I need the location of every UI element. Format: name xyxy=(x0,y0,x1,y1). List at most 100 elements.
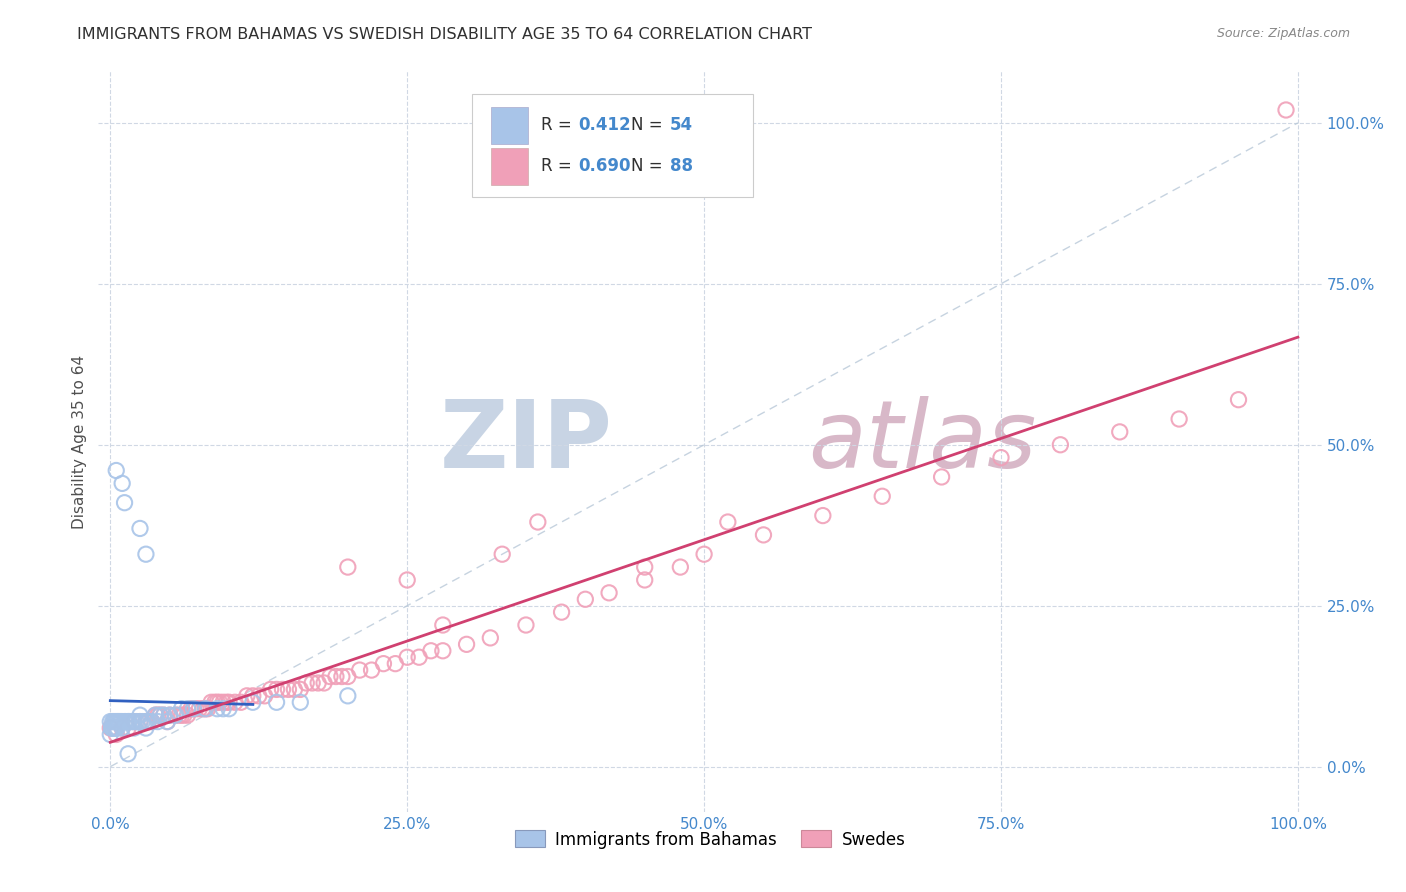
Point xyxy=(271,682,294,697)
Point xyxy=(1227,392,1250,407)
Point xyxy=(290,695,312,709)
Point xyxy=(98,727,121,741)
Point xyxy=(312,676,335,690)
Point xyxy=(135,714,157,729)
Point xyxy=(188,702,211,716)
Point xyxy=(100,721,122,735)
Point xyxy=(1108,425,1130,439)
Point xyxy=(307,676,329,690)
Point xyxy=(197,702,219,716)
Point xyxy=(122,714,145,729)
Text: R =: R = xyxy=(541,157,578,175)
Point xyxy=(236,689,259,703)
Point xyxy=(229,695,252,709)
Point xyxy=(247,689,270,703)
Point xyxy=(301,676,323,690)
Point xyxy=(242,689,264,703)
Point xyxy=(870,489,893,503)
Point xyxy=(384,657,406,671)
Point xyxy=(752,528,775,542)
Point xyxy=(141,714,163,729)
Point xyxy=(194,702,217,716)
Point xyxy=(104,721,127,735)
Text: N =: N = xyxy=(630,157,668,175)
Point xyxy=(432,644,454,658)
Text: R =: R = xyxy=(541,117,578,135)
Point xyxy=(111,714,134,729)
Point xyxy=(159,708,181,723)
Point xyxy=(98,721,121,735)
Point xyxy=(218,695,240,709)
Point xyxy=(101,721,124,735)
Point xyxy=(122,714,145,729)
Point xyxy=(479,631,502,645)
FancyBboxPatch shape xyxy=(491,147,527,185)
FancyBboxPatch shape xyxy=(471,94,752,197)
Point xyxy=(574,592,596,607)
Point xyxy=(149,708,172,723)
Point xyxy=(135,714,157,729)
Point xyxy=(634,573,657,587)
Point xyxy=(107,721,129,735)
Point xyxy=(717,515,740,529)
Point xyxy=(360,663,382,677)
Point xyxy=(146,714,169,729)
Point xyxy=(208,695,231,709)
Point xyxy=(1168,412,1191,426)
Point xyxy=(215,695,238,709)
Point xyxy=(170,702,193,716)
Y-axis label: Disability Age 35 to 64: Disability Age 35 to 64 xyxy=(72,354,87,529)
Point xyxy=(103,721,125,735)
Point xyxy=(111,721,134,735)
Point xyxy=(104,714,127,729)
Point xyxy=(990,450,1012,465)
Point xyxy=(135,547,157,561)
Point xyxy=(266,695,288,709)
Point xyxy=(283,682,305,697)
Point xyxy=(108,714,131,729)
Point xyxy=(121,714,143,729)
Point xyxy=(598,586,620,600)
Text: 0.690: 0.690 xyxy=(578,157,630,175)
Text: atlas: atlas xyxy=(808,396,1036,487)
FancyBboxPatch shape xyxy=(491,107,527,144)
Point xyxy=(205,702,228,716)
Point xyxy=(107,714,129,729)
Point xyxy=(204,695,226,709)
Point xyxy=(167,708,190,723)
Point xyxy=(105,727,128,741)
Point xyxy=(110,714,132,729)
Point xyxy=(373,657,395,671)
Point xyxy=(152,708,174,723)
Point xyxy=(129,521,152,535)
Point xyxy=(515,618,537,632)
Point xyxy=(432,618,454,632)
Point xyxy=(118,714,141,729)
Point xyxy=(290,682,312,697)
Text: 88: 88 xyxy=(669,157,693,175)
Point xyxy=(1275,103,1298,117)
Point xyxy=(550,605,572,619)
Point xyxy=(100,721,122,735)
Point xyxy=(693,547,716,561)
Point xyxy=(491,547,513,561)
Legend: Immigrants from Bahamas, Swedes: Immigrants from Bahamas, Swedes xyxy=(508,823,912,855)
Point xyxy=(319,669,342,683)
Point xyxy=(336,669,359,683)
Point xyxy=(107,714,129,729)
Point xyxy=(527,515,550,529)
Point xyxy=(156,714,179,729)
Point xyxy=(330,669,353,683)
Point xyxy=(117,714,139,729)
Point xyxy=(165,708,187,723)
Point xyxy=(129,714,152,729)
Point xyxy=(396,650,419,665)
Point xyxy=(111,476,134,491)
Text: IMMIGRANTS FROM BAHAMAS VS SWEDISH DISABILITY AGE 35 TO 64 CORRELATION CHART: IMMIGRANTS FROM BAHAMAS VS SWEDISH DISAB… xyxy=(77,27,813,42)
Point xyxy=(200,695,222,709)
Point xyxy=(101,714,124,729)
Point xyxy=(117,721,139,735)
Point xyxy=(218,702,240,716)
Point xyxy=(253,689,276,703)
Point xyxy=(135,721,157,735)
